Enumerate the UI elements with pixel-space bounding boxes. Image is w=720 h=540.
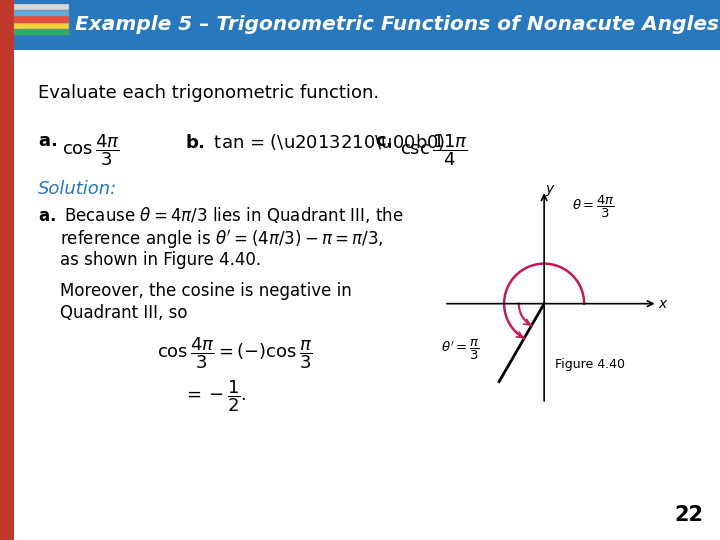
- Text: $\mathbf{b.}$ tan = (\u2013210\u00b0): $\mathbf{b.}$ tan = (\u2013210\u00b0): [185, 132, 446, 152]
- Bar: [0, 0, 14, 540]
- Text: reference angle is $\theta' = (4\pi/3) - \pi = \pi/3,$: reference angle is $\theta' = (4\pi/3) -…: [60, 228, 384, 251]
- Text: x: x: [659, 296, 667, 310]
- Bar: [14, 0, 720, 50]
- Text: $\cos\dfrac{4\pi}{3} = (-)\cos\dfrac{\pi}{3}$: $\cos\dfrac{4\pi}{3} = (-)\cos\dfrac{\pi…: [157, 335, 312, 370]
- Text: Moreover, the cosine is negative in: Moreover, the cosine is negative in: [60, 282, 352, 300]
- Text: $\csc\dfrac{11\pi}{4}$: $\csc\dfrac{11\pi}{4}$: [400, 132, 468, 167]
- Text: 22: 22: [674, 505, 703, 525]
- Text: $\cos\dfrac{4\pi}{3}$: $\cos\dfrac{4\pi}{3}$: [62, 132, 120, 167]
- Text: Figure 4.40: Figure 4.40: [555, 358, 625, 371]
- Bar: [14, 23, 69, 29]
- Text: y: y: [545, 182, 554, 196]
- Text: $= -\dfrac{1}{2}.$: $= -\dfrac{1}{2}.$: [183, 378, 247, 414]
- Text: $\theta' = \dfrac{\pi}{3}$: $\theta' = \dfrac{\pi}{3}$: [441, 338, 480, 362]
- Text: Evaluate each trigonometric function.: Evaluate each trigonometric function.: [38, 84, 379, 102]
- Bar: [14, 29, 69, 35]
- Text: Solution:: Solution:: [38, 180, 117, 198]
- Text: $\mathbf{c.}$: $\mathbf{c.}$: [375, 132, 392, 150]
- Text: as shown in Figure 4.40.: as shown in Figure 4.40.: [60, 251, 261, 269]
- Bar: [14, 10, 69, 16]
- Bar: [14, 4, 69, 10]
- Text: $\theta = \dfrac{4\pi}{3}$: $\theta = \dfrac{4\pi}{3}$: [572, 194, 615, 220]
- Bar: [14, 16, 69, 23]
- Text: Quadrant III, so: Quadrant III, so: [60, 304, 187, 322]
- Text: Example 5 – Trigonometric Functions of Nonacute Angles: Example 5 – Trigonometric Functions of N…: [75, 15, 719, 33]
- Text: $\mathbf{a.}$: $\mathbf{a.}$: [38, 132, 57, 150]
- Text: $\mathbf{a.}$ Because $\theta = 4\pi/3$ lies in Quadrant III, the: $\mathbf{a.}$ Because $\theta = 4\pi/3$ …: [38, 205, 404, 225]
